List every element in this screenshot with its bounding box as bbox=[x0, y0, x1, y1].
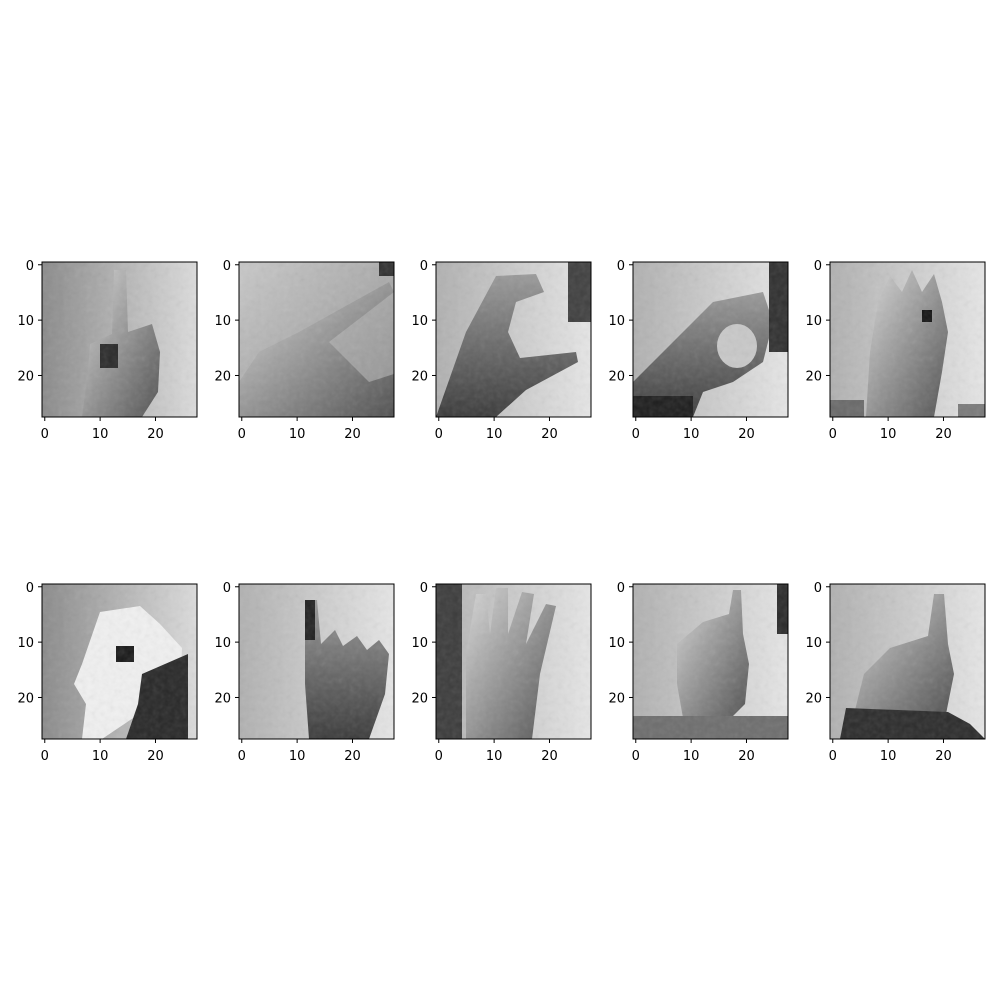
y-tick-label: 20 bbox=[17, 691, 34, 706]
image-panel-6: 0 10 20 0 10 20 bbox=[17, 581, 198, 764]
y-tick-label: 20 bbox=[214, 369, 231, 384]
y-tick-label: 10 bbox=[214, 314, 231, 329]
hand-sign-o-shape-image bbox=[633, 262, 788, 417]
x-tick-label: 0 bbox=[632, 749, 640, 764]
x-tick-label: 10 bbox=[92, 749, 109, 764]
x-tick-label: 0 bbox=[41, 749, 49, 764]
y-tick-label: 20 bbox=[805, 691, 822, 706]
y-tick-label: 20 bbox=[608, 369, 625, 384]
x-tick-label: 10 bbox=[880, 427, 897, 442]
x-tick-label: 0 bbox=[435, 427, 443, 442]
axes-frame bbox=[435, 583, 592, 740]
y-tick-label: 10 bbox=[608, 636, 625, 651]
axes-frame bbox=[435, 261, 592, 418]
hand-sign-four-fingers-image bbox=[436, 584, 591, 739]
x-tick-label: 0 bbox=[238, 749, 246, 764]
y-tick-label: 0 bbox=[814, 259, 822, 274]
hand-sign-pointing-right-image bbox=[239, 262, 394, 417]
hand-sign-horns-image bbox=[239, 584, 394, 739]
x-tick-label: 20 bbox=[344, 749, 361, 764]
image-panel-8: 0 10 20 0 10 20 bbox=[411, 581, 592, 764]
x-tick-label: 20 bbox=[344, 427, 361, 442]
x-tick-label: 10 bbox=[486, 427, 503, 442]
image-panel-4: 0 10 20 0 10 20 bbox=[608, 259, 789, 442]
x-tick-label: 20 bbox=[147, 427, 164, 442]
y-tick-label: 0 bbox=[223, 259, 231, 274]
axes-frame bbox=[632, 583, 789, 740]
y-tick-label: 20 bbox=[214, 691, 231, 706]
hand-sign-c-shape-image bbox=[436, 262, 591, 417]
x-tick-label: 20 bbox=[935, 749, 952, 764]
y-tick-label: 20 bbox=[17, 369, 34, 384]
x-tick-label: 10 bbox=[683, 427, 700, 442]
y-tick-label: 10 bbox=[805, 636, 822, 651]
x-tick-label: 20 bbox=[541, 749, 558, 764]
y-tick-label: 0 bbox=[223, 581, 231, 596]
axes-frame bbox=[829, 583, 986, 740]
x-tick-label: 10 bbox=[486, 749, 503, 764]
y-tick-label: 10 bbox=[214, 636, 231, 651]
x-tick-label: 0 bbox=[829, 427, 837, 442]
y-tick-label: 10 bbox=[411, 314, 428, 329]
y-tick-label: 0 bbox=[26, 581, 34, 596]
x-tick-label: 10 bbox=[92, 427, 109, 442]
image-panel-3: 0 10 20 0 10 20 bbox=[411, 259, 592, 442]
image-panel-1: 0 10 20 0 10 20 bbox=[17, 259, 198, 442]
axes-frame bbox=[238, 261, 395, 418]
x-tick-label: 20 bbox=[738, 427, 755, 442]
x-tick-label: 0 bbox=[41, 427, 49, 442]
y-tick-label: 10 bbox=[17, 314, 34, 329]
y-tick-label: 20 bbox=[411, 691, 428, 706]
image-panel-7: 0 10 20 0 10 20 bbox=[214, 581, 395, 764]
x-tick-label: 10 bbox=[880, 749, 897, 764]
image-panel-9: 0 10 20 0 10 20 bbox=[608, 581, 789, 764]
y-tick-label: 10 bbox=[608, 314, 625, 329]
image-panel-10: 0 10 20 0 10 20 bbox=[805, 581, 986, 764]
y-tick-label: 10 bbox=[411, 636, 428, 651]
y-tick-label: 0 bbox=[814, 581, 822, 596]
x-tick-label: 0 bbox=[435, 749, 443, 764]
hand-sign-index-up-fist-image bbox=[633, 584, 788, 739]
x-tick-label: 0 bbox=[238, 427, 246, 442]
y-tick-label: 0 bbox=[617, 259, 625, 274]
x-tick-label: 20 bbox=[541, 427, 558, 442]
x-tick-label: 0 bbox=[632, 427, 640, 442]
y-tick-label: 20 bbox=[608, 691, 625, 706]
y-tick-label: 10 bbox=[17, 636, 34, 651]
y-tick-label: 0 bbox=[26, 259, 34, 274]
x-tick-label: 10 bbox=[683, 749, 700, 764]
y-tick-label: 20 bbox=[805, 369, 822, 384]
x-tick-label: 0 bbox=[829, 749, 837, 764]
y-tick-label: 20 bbox=[411, 369, 428, 384]
x-tick-label: 10 bbox=[289, 427, 306, 442]
hand-sign-open-fingers-image bbox=[830, 262, 985, 417]
axes-frame bbox=[41, 261, 198, 418]
axes-frame bbox=[632, 261, 789, 418]
hand-sign-index-up-hand-image bbox=[830, 584, 985, 739]
y-tick-label: 0 bbox=[617, 581, 625, 596]
y-tick-label: 10 bbox=[805, 314, 822, 329]
x-tick-label: 20 bbox=[935, 427, 952, 442]
x-tick-label: 10 bbox=[289, 749, 306, 764]
axes-frame bbox=[829, 261, 986, 418]
hand-sign-closed-fist-image bbox=[42, 584, 197, 739]
y-tick-label: 0 bbox=[420, 581, 428, 596]
axes-frame bbox=[41, 583, 198, 740]
image-panel-2: 0 10 20 0 10 20 bbox=[214, 259, 395, 442]
x-tick-label: 20 bbox=[738, 749, 755, 764]
hand-sign-index-up-image bbox=[42, 262, 197, 417]
y-tick-label: 0 bbox=[420, 259, 428, 274]
image-panel-5: 0 10 20 0 10 20 bbox=[805, 259, 986, 442]
x-tick-label: 20 bbox=[147, 749, 164, 764]
axes-frame bbox=[238, 583, 395, 740]
